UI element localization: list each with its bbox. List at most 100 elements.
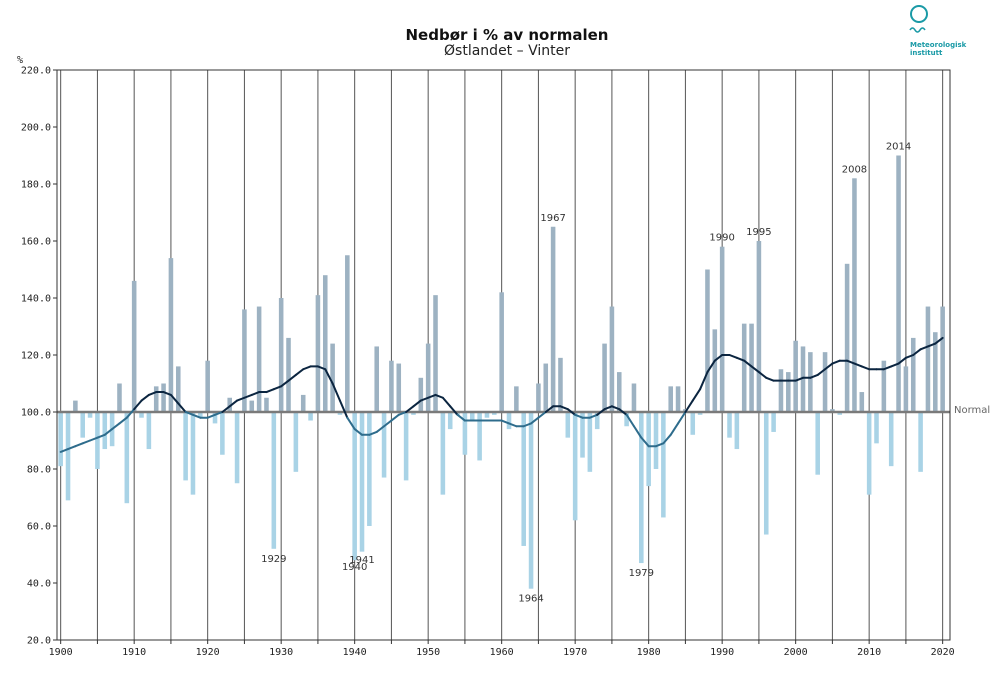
bar-1984 <box>675 386 681 412</box>
smooth-segment-1900 <box>59 448 70 453</box>
x-tick-label-1910: 1910 <box>122 647 146 658</box>
smooth-segment-1968 <box>559 405 569 411</box>
bar-1982 <box>661 412 666 518</box>
smooth-segment-1923 <box>228 399 239 408</box>
bar-2015 <box>903 366 909 412</box>
smooth-segment-1954 <box>456 413 466 422</box>
bar-1906 <box>102 412 108 450</box>
y-tick-label-60.0: 60.0 <box>27 522 51 533</box>
smooth-segment-1986 <box>691 388 702 402</box>
smooth-segment-2002 <box>809 373 819 379</box>
smooth-segment-1943 <box>375 425 386 433</box>
smooth-segment-1960 <box>500 419 511 425</box>
smooth-segment-1946 <box>397 411 408 416</box>
bar-1951 <box>433 295 438 412</box>
bar-1970 <box>572 412 578 521</box>
smooth-segment-1975 <box>610 405 621 411</box>
smooth-segment-1977 <box>625 413 635 428</box>
bar-1952 <box>440 412 446 495</box>
bar-1964 <box>528 412 534 589</box>
smooth-segment-1904 <box>89 436 99 442</box>
bar-1923 <box>227 397 232 412</box>
smooth-segment-1939 <box>346 416 356 431</box>
x-axis: 1900 1910 1920 1930 1940 1950 1960 1970 1980 1990… <box>49 640 955 658</box>
smooth-segment-1931 <box>287 373 297 382</box>
bar-1968 <box>558 357 563 412</box>
bar-2004 <box>822 352 828 412</box>
bar-1978 <box>631 383 637 412</box>
bar-1966 <box>543 363 549 412</box>
smooth-segment-1906 <box>103 428 114 436</box>
smooth-segment-1909 <box>125 408 136 419</box>
bar-1981 <box>653 412 659 469</box>
smooth-segment-1996 <box>765 376 775 382</box>
smooth-segment-1953 <box>449 405 459 416</box>
bar-1960 <box>499 292 504 412</box>
bar-2006 <box>837 412 843 415</box>
bar-1929 <box>271 412 277 549</box>
smooth-segment-1947 <box>405 405 415 413</box>
smooth-segment-1982 <box>662 433 672 445</box>
bar-1932 <box>293 412 299 472</box>
annotation-1964: 1964 <box>518 594 543 605</box>
smooth-segment-1942 <box>368 430 378 436</box>
bar-1900 <box>58 412 63 467</box>
x-tick-label-2000: 2000 <box>784 647 808 658</box>
bar-2016 <box>910 337 916 412</box>
bar-1937 <box>330 343 335 412</box>
met-logo-icon <box>910 5 928 23</box>
bar-1913 <box>153 386 159 412</box>
bar-1975 <box>609 306 615 412</box>
bar-1993 <box>741 323 747 412</box>
bar-1918 <box>190 412 196 495</box>
smooth-segment-1992 <box>735 356 746 362</box>
bar-1977 <box>624 412 629 427</box>
smooth-segment-1901 <box>67 445 77 451</box>
smooth-segment-1912 <box>147 391 158 396</box>
bar-1965 <box>536 383 541 412</box>
bar-1949 <box>418 377 424 412</box>
smooth-segment-1926 <box>250 391 261 396</box>
bar-2020 <box>940 306 945 412</box>
bar-1963 <box>521 412 526 546</box>
bar-1908 <box>117 383 122 412</box>
smooth-segment-1914 <box>162 391 172 396</box>
bar-2013 <box>888 412 894 467</box>
bar-2008 <box>852 178 857 412</box>
normal-label: Normal <box>954 405 990 416</box>
met-logo: Meteorologisk institutt <box>909 5 967 57</box>
smooth-segment-1924 <box>236 396 246 402</box>
bar-1910 <box>131 280 137 412</box>
smooth-segment-2013 <box>890 362 900 368</box>
bar-1920 <box>205 360 210 412</box>
y-axis: 20.0 40.0 60.0 80.0 100.0 120.0 140.0 160.0 180.… <box>21 66 57 647</box>
bar-1974 <box>602 343 607 412</box>
x-tick-label-1920: 1920 <box>196 647 220 658</box>
smooth-segment-1944 <box>383 419 393 428</box>
bar-1945 <box>389 360 394 412</box>
bar-2010 <box>866 412 872 495</box>
smooth-segment-1945 <box>390 413 400 422</box>
bar-1924 <box>234 412 240 484</box>
x-tick-label-1980: 1980 <box>637 647 661 658</box>
x-tick-label-1970: 1970 <box>563 647 587 658</box>
x-tick-label-2020: 2020 <box>931 647 955 658</box>
bar-2009 <box>859 392 865 412</box>
bar-1917 <box>183 412 188 481</box>
x-tick-label-1950: 1950 <box>416 647 440 658</box>
smoothed-trend-line <box>59 336 944 453</box>
bar-1996 <box>763 412 769 535</box>
bar-1936 <box>322 275 328 412</box>
smooth-segment-1908 <box>118 416 128 425</box>
smooth-segment-1984 <box>677 411 687 425</box>
bar-1961 <box>506 412 512 430</box>
met-logo-wave-icon <box>909 27 926 33</box>
smooth-segment-1965 <box>537 411 547 419</box>
bar-1919 <box>198 412 203 418</box>
bar-1938 <box>337 412 343 415</box>
bar-1947 <box>403 412 409 481</box>
y-tick-label-120.0: 120.0 <box>21 351 51 362</box>
smooth-segment-1928 <box>265 388 275 394</box>
smooth-segment-1978 <box>632 425 643 439</box>
